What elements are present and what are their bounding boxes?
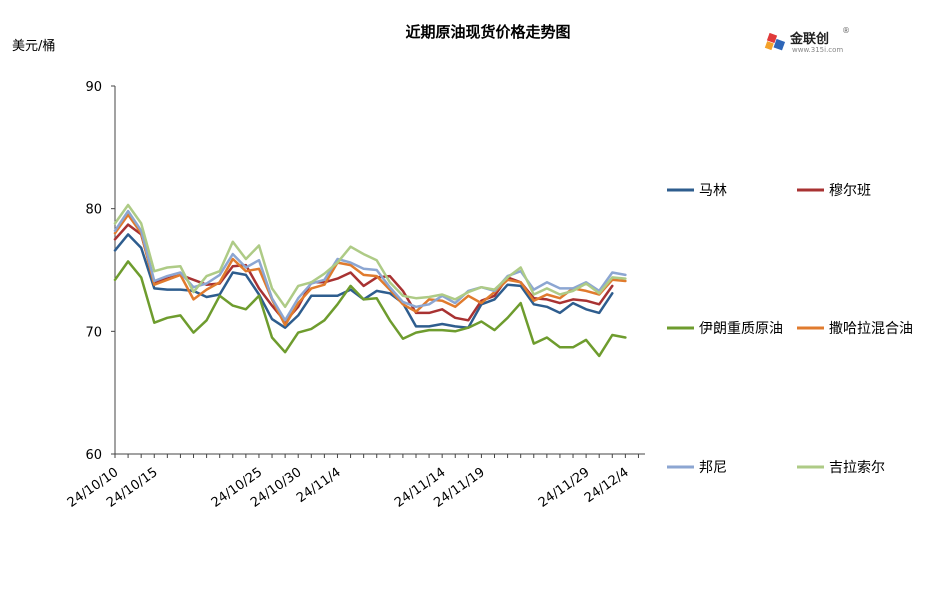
y-tick-label: 90 [85, 80, 102, 95]
y-axis-label: 美元/桶 [12, 39, 55, 54]
logo-registered-mark: ® [842, 26, 850, 35]
series-line [113, 209, 627, 322]
legend-label: 马林 [699, 183, 727, 199]
y-tick-label: 70 [85, 325, 102, 340]
series-line [113, 213, 627, 327]
y-tick-label: 80 [85, 203, 102, 218]
series-line [113, 223, 614, 323]
logo-icon [764, 32, 786, 51]
x-tick-label: 24/12/4 [582, 465, 632, 506]
x-tick-label: 24/11/29 [536, 465, 592, 511]
x-tick-label: 24/11/4 [294, 465, 344, 506]
chart-title: 近期原油现货价格走势图 [405, 23, 570, 41]
legend-label: 伊朗重质原油 [699, 321, 783, 337]
legend-label: 吉拉索尔 [829, 459, 885, 476]
brand-logo: 金联创 ® www.315i.com [764, 26, 850, 54]
logo-text: 金联创 [789, 31, 829, 47]
series-line [113, 260, 627, 358]
legend-label: 撒哈拉混合油 [829, 321, 913, 337]
logo-url: www.315i.com [792, 46, 843, 54]
legend-label: 邦尼 [699, 460, 727, 476]
legend-label: 穆尔班 [829, 183, 871, 199]
series-line [113, 203, 627, 309]
y-tick-label: 60 [85, 448, 102, 463]
